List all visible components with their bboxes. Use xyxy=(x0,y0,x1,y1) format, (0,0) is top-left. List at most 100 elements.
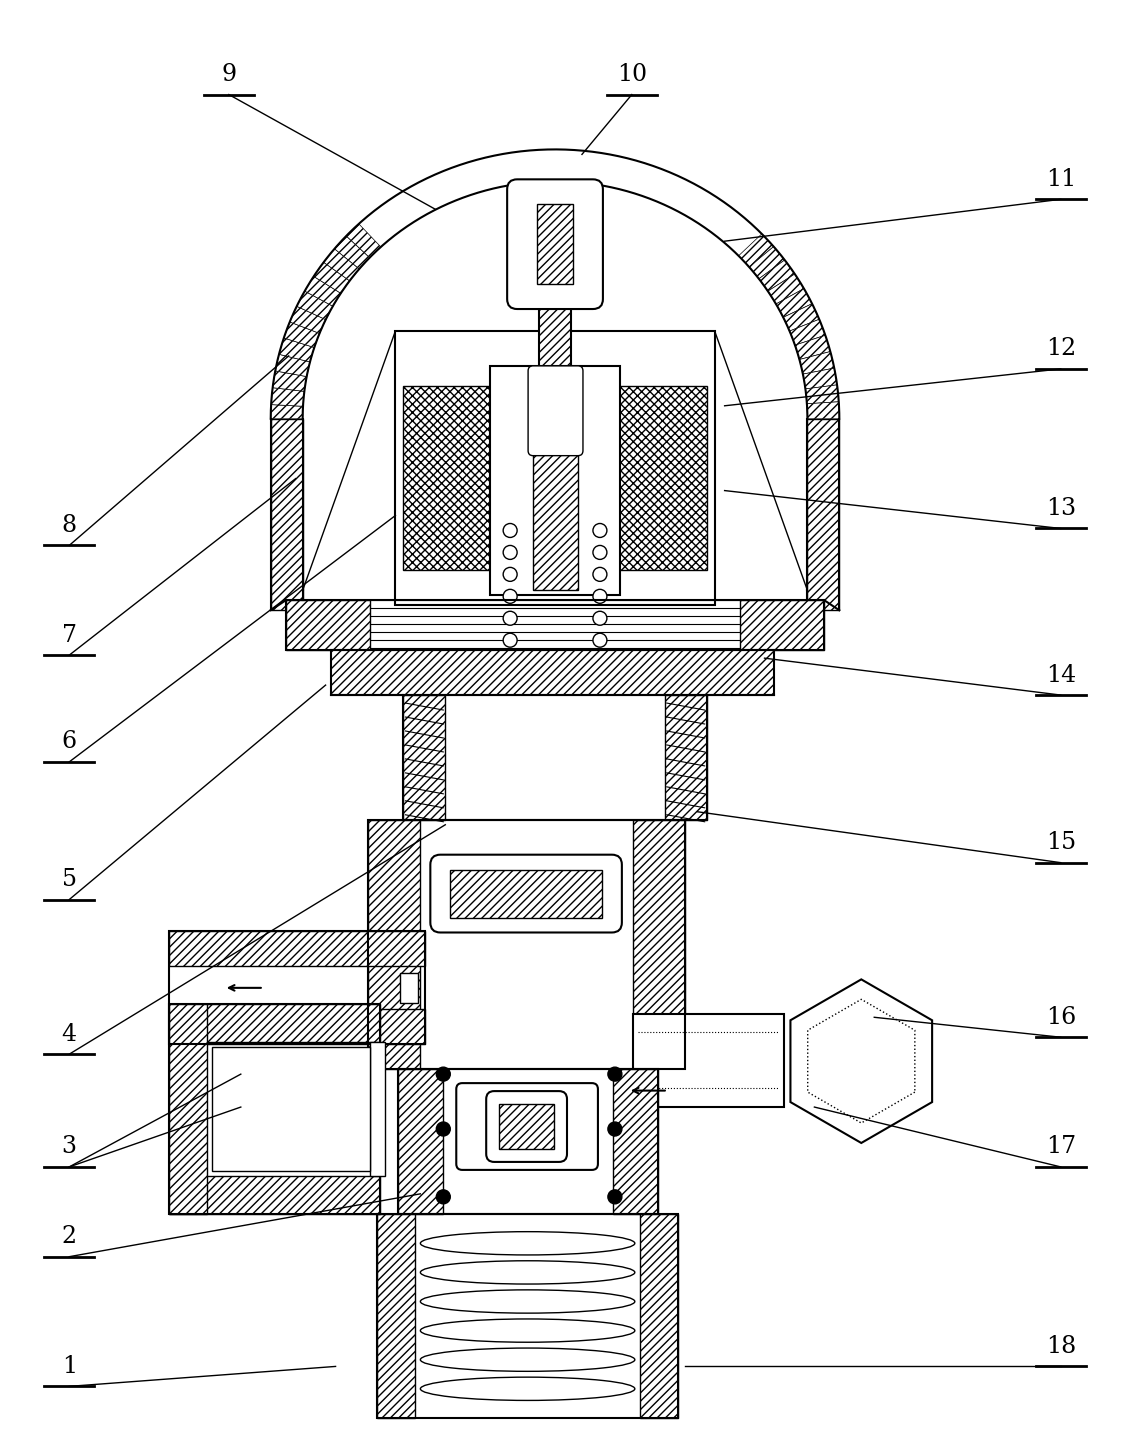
Circle shape xyxy=(592,523,607,538)
Circle shape xyxy=(436,1122,451,1136)
Polygon shape xyxy=(790,319,825,345)
Bar xyxy=(169,1177,380,1214)
Ellipse shape xyxy=(420,1319,634,1342)
Bar xyxy=(533,371,578,590)
Bar xyxy=(401,972,419,1003)
FancyBboxPatch shape xyxy=(486,1091,568,1162)
Polygon shape xyxy=(776,288,813,317)
Polygon shape xyxy=(271,404,303,419)
Bar xyxy=(633,820,684,1069)
Bar xyxy=(169,932,426,966)
Bar xyxy=(613,1069,658,1214)
Bar xyxy=(378,1214,415,1419)
Bar xyxy=(169,1010,426,1045)
Bar xyxy=(807,419,840,610)
Ellipse shape xyxy=(420,1348,634,1371)
Circle shape xyxy=(503,545,518,559)
Text: 17: 17 xyxy=(1045,1136,1076,1158)
Text: 11: 11 xyxy=(1045,168,1076,191)
Text: 1: 1 xyxy=(61,1355,77,1378)
Bar xyxy=(378,1214,678,1419)
Text: 8: 8 xyxy=(61,514,77,538)
Polygon shape xyxy=(749,246,784,278)
Circle shape xyxy=(436,1066,451,1081)
Circle shape xyxy=(592,590,607,603)
Circle shape xyxy=(608,1190,622,1204)
Text: 3: 3 xyxy=(61,1136,77,1158)
Bar xyxy=(286,600,824,651)
Polygon shape xyxy=(276,355,310,377)
Bar xyxy=(539,187,571,367)
Bar xyxy=(369,820,420,1069)
Text: 6: 6 xyxy=(61,730,77,753)
Ellipse shape xyxy=(420,1377,634,1400)
Bar xyxy=(169,1004,380,1042)
Text: 10: 10 xyxy=(616,64,647,85)
Bar xyxy=(169,932,426,1045)
Bar xyxy=(499,1104,554,1149)
Text: 15: 15 xyxy=(1045,832,1076,855)
Bar xyxy=(640,1214,678,1419)
Circle shape xyxy=(592,568,607,581)
Polygon shape xyxy=(346,223,381,258)
Polygon shape xyxy=(279,338,314,362)
Bar xyxy=(370,1042,386,1177)
FancyBboxPatch shape xyxy=(507,180,603,309)
Bar xyxy=(403,696,707,820)
Ellipse shape xyxy=(420,1261,634,1284)
Bar xyxy=(369,820,684,1069)
Bar xyxy=(665,696,707,820)
Bar xyxy=(740,600,824,651)
Bar xyxy=(403,385,503,571)
Bar xyxy=(398,1069,444,1214)
Polygon shape xyxy=(768,274,804,304)
Bar xyxy=(490,367,620,596)
FancyBboxPatch shape xyxy=(430,855,622,933)
Bar xyxy=(286,600,370,651)
Polygon shape xyxy=(807,401,840,419)
Polygon shape xyxy=(335,236,370,270)
Polygon shape xyxy=(289,306,326,333)
Polygon shape xyxy=(802,368,838,388)
Polygon shape xyxy=(739,233,774,267)
Bar xyxy=(395,330,715,606)
Bar xyxy=(271,419,303,610)
Circle shape xyxy=(608,1122,622,1136)
Ellipse shape xyxy=(420,1290,634,1313)
Text: 16: 16 xyxy=(1045,1006,1076,1029)
Polygon shape xyxy=(271,388,304,406)
Bar xyxy=(537,204,573,284)
Circle shape xyxy=(592,611,607,626)
Polygon shape xyxy=(783,304,819,330)
Text: 13: 13 xyxy=(1045,497,1076,520)
Bar xyxy=(451,869,602,917)
Bar xyxy=(607,385,707,571)
Bar xyxy=(398,1069,658,1214)
Circle shape xyxy=(592,633,607,648)
Bar xyxy=(169,1004,380,1214)
Polygon shape xyxy=(799,352,834,374)
FancyBboxPatch shape xyxy=(456,1082,598,1169)
Circle shape xyxy=(503,568,518,581)
Bar xyxy=(169,1004,207,1214)
Circle shape xyxy=(503,611,518,626)
Text: 2: 2 xyxy=(61,1226,77,1248)
Text: 7: 7 xyxy=(61,623,77,646)
Text: 14: 14 xyxy=(1045,664,1076,687)
Circle shape xyxy=(436,1190,451,1204)
Polygon shape xyxy=(323,249,360,281)
Text: 9: 9 xyxy=(221,64,236,85)
Text: 5: 5 xyxy=(61,868,77,891)
Text: 12: 12 xyxy=(1045,338,1076,361)
Bar xyxy=(330,651,774,696)
Text: 18: 18 xyxy=(1045,1335,1076,1358)
Polygon shape xyxy=(790,980,932,1143)
Bar xyxy=(212,1048,370,1171)
Circle shape xyxy=(503,523,518,538)
Bar xyxy=(633,1014,784,1107)
Circle shape xyxy=(608,1066,622,1081)
Polygon shape xyxy=(759,259,794,291)
Bar xyxy=(403,696,445,820)
Polygon shape xyxy=(794,335,831,359)
Text: 4: 4 xyxy=(61,1023,77,1046)
